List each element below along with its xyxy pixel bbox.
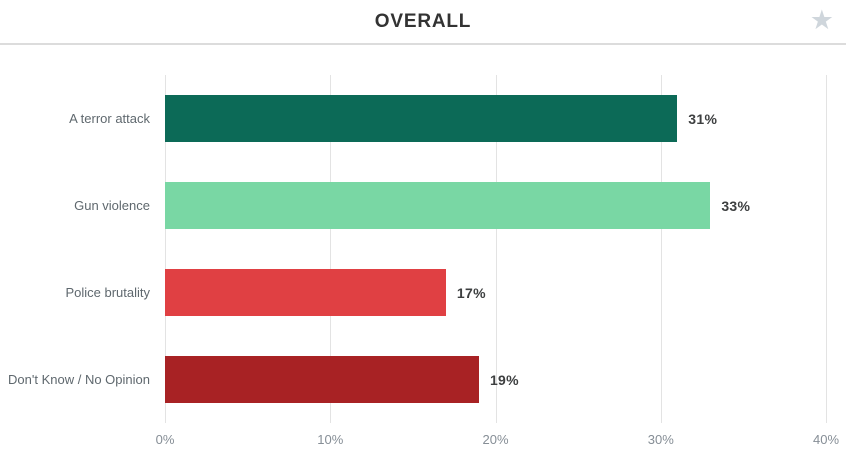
bar[interactable] [165,95,678,142]
gridline [165,75,166,423]
category-label: Gun violence [74,198,150,213]
bar-chart: A terror attack Gun violence Police brutal… [0,75,846,423]
bar[interactable] [165,269,446,316]
plot-area: 31% 33% 17% 19% [165,75,827,423]
category-label: A terror attack [69,111,150,126]
bar-value-label: 19% [489,371,519,388]
bar-row: 19% [165,336,826,423]
bar-row: 17% [165,249,826,336]
gridline-layer [165,75,827,423]
x-tick-label: 40% [812,432,840,447]
chart-title: OVERALL [374,10,472,32]
bar[interactable] [165,182,711,229]
gridline [660,75,662,423]
bar-value-label: 31% [688,110,718,127]
chart-header: OVERALL ★ [0,0,846,45]
category-label: Don't Know / No Opinion [8,372,150,387]
x-axis: 0% 10% 20% 30% 40% [156,423,839,455]
bar-row: 33% [165,162,826,249]
star-icon[interactable]: ★ [809,4,834,35]
gridline [826,75,827,423]
bar-value-label: 17% [456,284,486,301]
bar-value-label: 33% [721,197,751,214]
category-label: Police brutality [65,285,150,300]
bar[interactable] [165,356,479,403]
x-tick-label: 30% [647,432,674,447]
x-tick-label: 10% [317,432,344,447]
x-tick-label: 0% [155,432,175,447]
category-labels: A terror attack Gun violence Police brutal… [0,75,165,423]
bar-rows: 31% 33% 17% 19% [165,75,826,423]
gridline [330,75,332,423]
x-tick-label: 20% [482,432,509,447]
gridline [495,75,497,423]
bar-row: 31% [165,75,826,162]
